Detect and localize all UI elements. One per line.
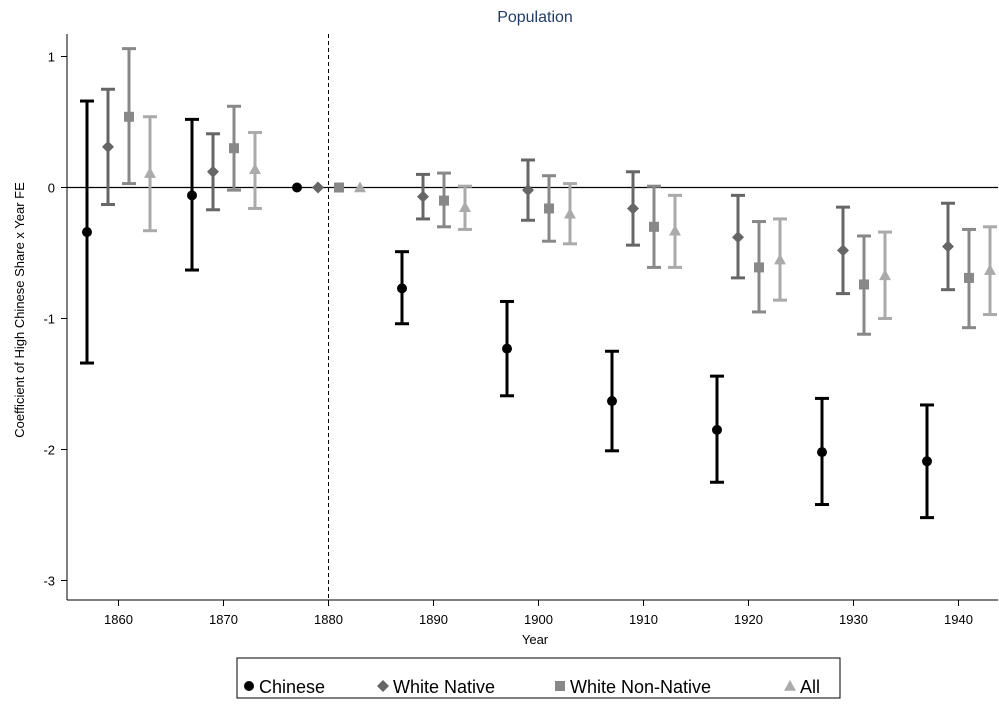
- legend-label: White Native: [393, 677, 495, 697]
- series-white-non-native: [122, 47, 976, 336]
- y-tick-label: -2: [43, 443, 55, 458]
- series-chinese: [80, 99, 934, 520]
- series-all: [143, 115, 997, 320]
- x-tick-label: 1940: [944, 612, 973, 627]
- data-point: [837, 244, 849, 257]
- x-tick-label: 1870: [209, 612, 238, 627]
- legend-label: White Non-Native: [570, 677, 711, 697]
- data-point: [397, 283, 407, 294]
- data-point: [502, 343, 512, 354]
- legend-label: All: [800, 677, 820, 697]
- data-point: [964, 272, 974, 283]
- y-tick-label: -1: [43, 312, 55, 327]
- legend-items: Chinese White Native White Non-Native All: [244, 677, 820, 697]
- legend-marker: [377, 680, 389, 692]
- data-point: [984, 264, 996, 275]
- x-tick-label: 1910: [629, 612, 658, 627]
- data-point: [712, 424, 722, 435]
- y-ticks: 1 0 -1 -2 -3: [43, 50, 67, 589]
- data-point: [774, 253, 786, 265]
- data-point: [522, 184, 534, 197]
- y-axis-title: Coefficient of High Chinese Share x Year…: [12, 182, 27, 438]
- legend-marker: [555, 681, 565, 691]
- x-ticks: 1860 1870 1880 1890 1900 1910 1920 1930 1940: [104, 600, 973, 627]
- data-point: [82, 227, 92, 238]
- x-tick-label: 1920: [734, 612, 763, 627]
- x-tick-label: 1900: [524, 612, 553, 627]
- data-point: [607, 396, 617, 407]
- y-tick-label: -3: [43, 574, 55, 589]
- data-point: [732, 231, 744, 244]
- data-point: [334, 182, 344, 193]
- data-point: [207, 165, 219, 178]
- data-point: [124, 111, 134, 122]
- data-point: [817, 447, 827, 458]
- data-point: [649, 221, 659, 232]
- data-point: [439, 195, 449, 206]
- legend-marker: [784, 680, 796, 691]
- x-tick-label: 1930: [839, 612, 868, 627]
- x-tick-label: 1860: [104, 612, 133, 627]
- x-tick-label: 1880: [314, 612, 343, 627]
- data-point: [187, 190, 197, 201]
- data-point: [669, 224, 681, 236]
- legend-label: Chinese: [259, 677, 325, 697]
- y-tick-label: 0: [48, 181, 55, 196]
- data-point: [922, 456, 932, 467]
- data-point: [229, 143, 239, 154]
- data-point: [354, 181, 366, 193]
- data-point: [879, 269, 891, 281]
- data-point: [292, 182, 302, 193]
- data-point: [312, 181, 324, 194]
- data-point: [859, 279, 869, 290]
- y-tick-label: 1: [48, 50, 55, 65]
- legend-marker: [244, 681, 254, 691]
- legend: Chinese White Native White Non-Native All: [236, 657, 841, 699]
- data-point: [942, 240, 954, 253]
- series-white-native: [101, 87, 955, 296]
- data-point: [754, 262, 764, 273]
- data-point: [249, 163, 261, 174]
- chart-title: Population: [497, 9, 573, 26]
- data-point: [564, 207, 576, 219]
- data-point: [459, 201, 471, 212]
- data-point: [544, 203, 554, 214]
- plot-area: [67, 34, 998, 600]
- x-tick-label: 1890: [419, 612, 448, 627]
- data-point: [417, 190, 429, 203]
- data-point: [627, 202, 639, 215]
- legend-box: [236, 657, 841, 699]
- data-point: [102, 140, 114, 153]
- data-point: [144, 167, 156, 178]
- x-axis-title: Year: [522, 632, 549, 647]
